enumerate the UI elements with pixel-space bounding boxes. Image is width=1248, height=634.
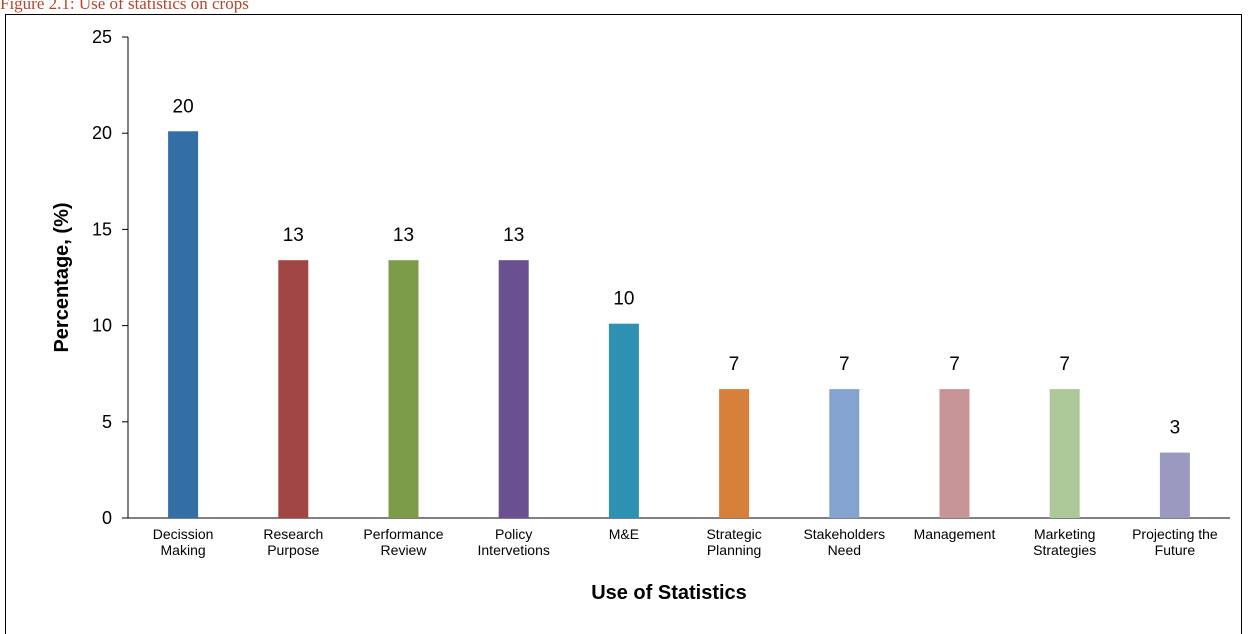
category-label-line: Making xyxy=(161,542,206,558)
y-tick-label: 20 xyxy=(92,123,112,143)
category-label: Policy Intervetions xyxy=(478,526,550,558)
category-label-line: Purpose xyxy=(267,542,319,558)
category-label-line: Strategic xyxy=(706,526,761,542)
category-label-line: Intervetions xyxy=(478,542,550,558)
data-label: 3 xyxy=(1170,418,1181,439)
data-label: 7 xyxy=(1059,354,1070,375)
bar xyxy=(939,389,970,518)
category-label-line: Performance xyxy=(363,526,443,542)
category-label: Decission Making xyxy=(153,526,214,558)
data-label: 10 xyxy=(613,289,634,310)
category-label-line: Stakeholders xyxy=(803,526,885,542)
category-label: Stakeholders Need xyxy=(803,526,885,558)
data-label: 7 xyxy=(839,354,850,375)
y-tick-label: 10 xyxy=(92,316,112,336)
category-label: Research Purpose xyxy=(263,526,323,558)
x-axis: Decission Making Research Purpose Performanc… xyxy=(128,517,1230,558)
data-label: 13 xyxy=(283,225,304,246)
data-labels: 20 13 13 13 10 7 7 7 7 3 xyxy=(173,96,1181,438)
y-tick-label: 25 xyxy=(92,27,112,47)
bar xyxy=(498,260,529,518)
x-axis-title: Use of Statistics xyxy=(591,582,747,604)
category-label: Strategic Planning xyxy=(706,526,761,558)
category-label-line: Marketing xyxy=(1034,526,1095,542)
category-label-line: Need xyxy=(828,542,861,558)
category-label: Projecting the Future xyxy=(1132,526,1218,558)
data-label: 13 xyxy=(503,225,524,246)
bar xyxy=(1159,452,1190,518)
data-label: 13 xyxy=(393,225,414,246)
category-label-line: Strategies xyxy=(1033,542,1096,558)
figure-caption: Figure 2.1: Use of statistics on crops xyxy=(0,0,249,13)
bar xyxy=(1049,389,1080,518)
chart-frame xyxy=(5,14,1242,634)
data-label: 7 xyxy=(729,354,740,375)
y-tick-label: 0 xyxy=(102,508,112,528)
category-label-line: Decission xyxy=(153,526,214,542)
bar xyxy=(719,389,750,518)
bar xyxy=(278,260,309,518)
category-label: Management xyxy=(914,526,996,542)
bar xyxy=(829,389,860,518)
category-label-line: M&E xyxy=(609,526,639,542)
category-label: Marketing Strategies xyxy=(1033,526,1096,558)
y-tick-label: 5 xyxy=(102,412,112,432)
bar xyxy=(168,131,199,518)
y-tick-label: 15 xyxy=(92,219,112,239)
bar xyxy=(388,260,419,518)
y-axis-title: Percentage, (%) xyxy=(51,202,73,352)
category-label-line: Future xyxy=(1155,542,1196,558)
category-label: M&E xyxy=(609,526,639,542)
category-label: Performance Review xyxy=(363,526,443,558)
category-label-line: Projecting the xyxy=(1132,526,1218,542)
data-label: 7 xyxy=(949,354,960,375)
bars xyxy=(168,131,1190,518)
data-label: 20 xyxy=(173,96,194,117)
category-label-line: Review xyxy=(381,542,428,558)
category-label-line: Management xyxy=(914,526,996,542)
category-label-line: Policy xyxy=(495,526,532,542)
category-label-line: Planning xyxy=(707,542,762,558)
bar xyxy=(608,323,639,518)
category-label-line: Research xyxy=(263,526,323,542)
y-axis: 0 5 10 15 20 25 xyxy=(92,27,129,528)
